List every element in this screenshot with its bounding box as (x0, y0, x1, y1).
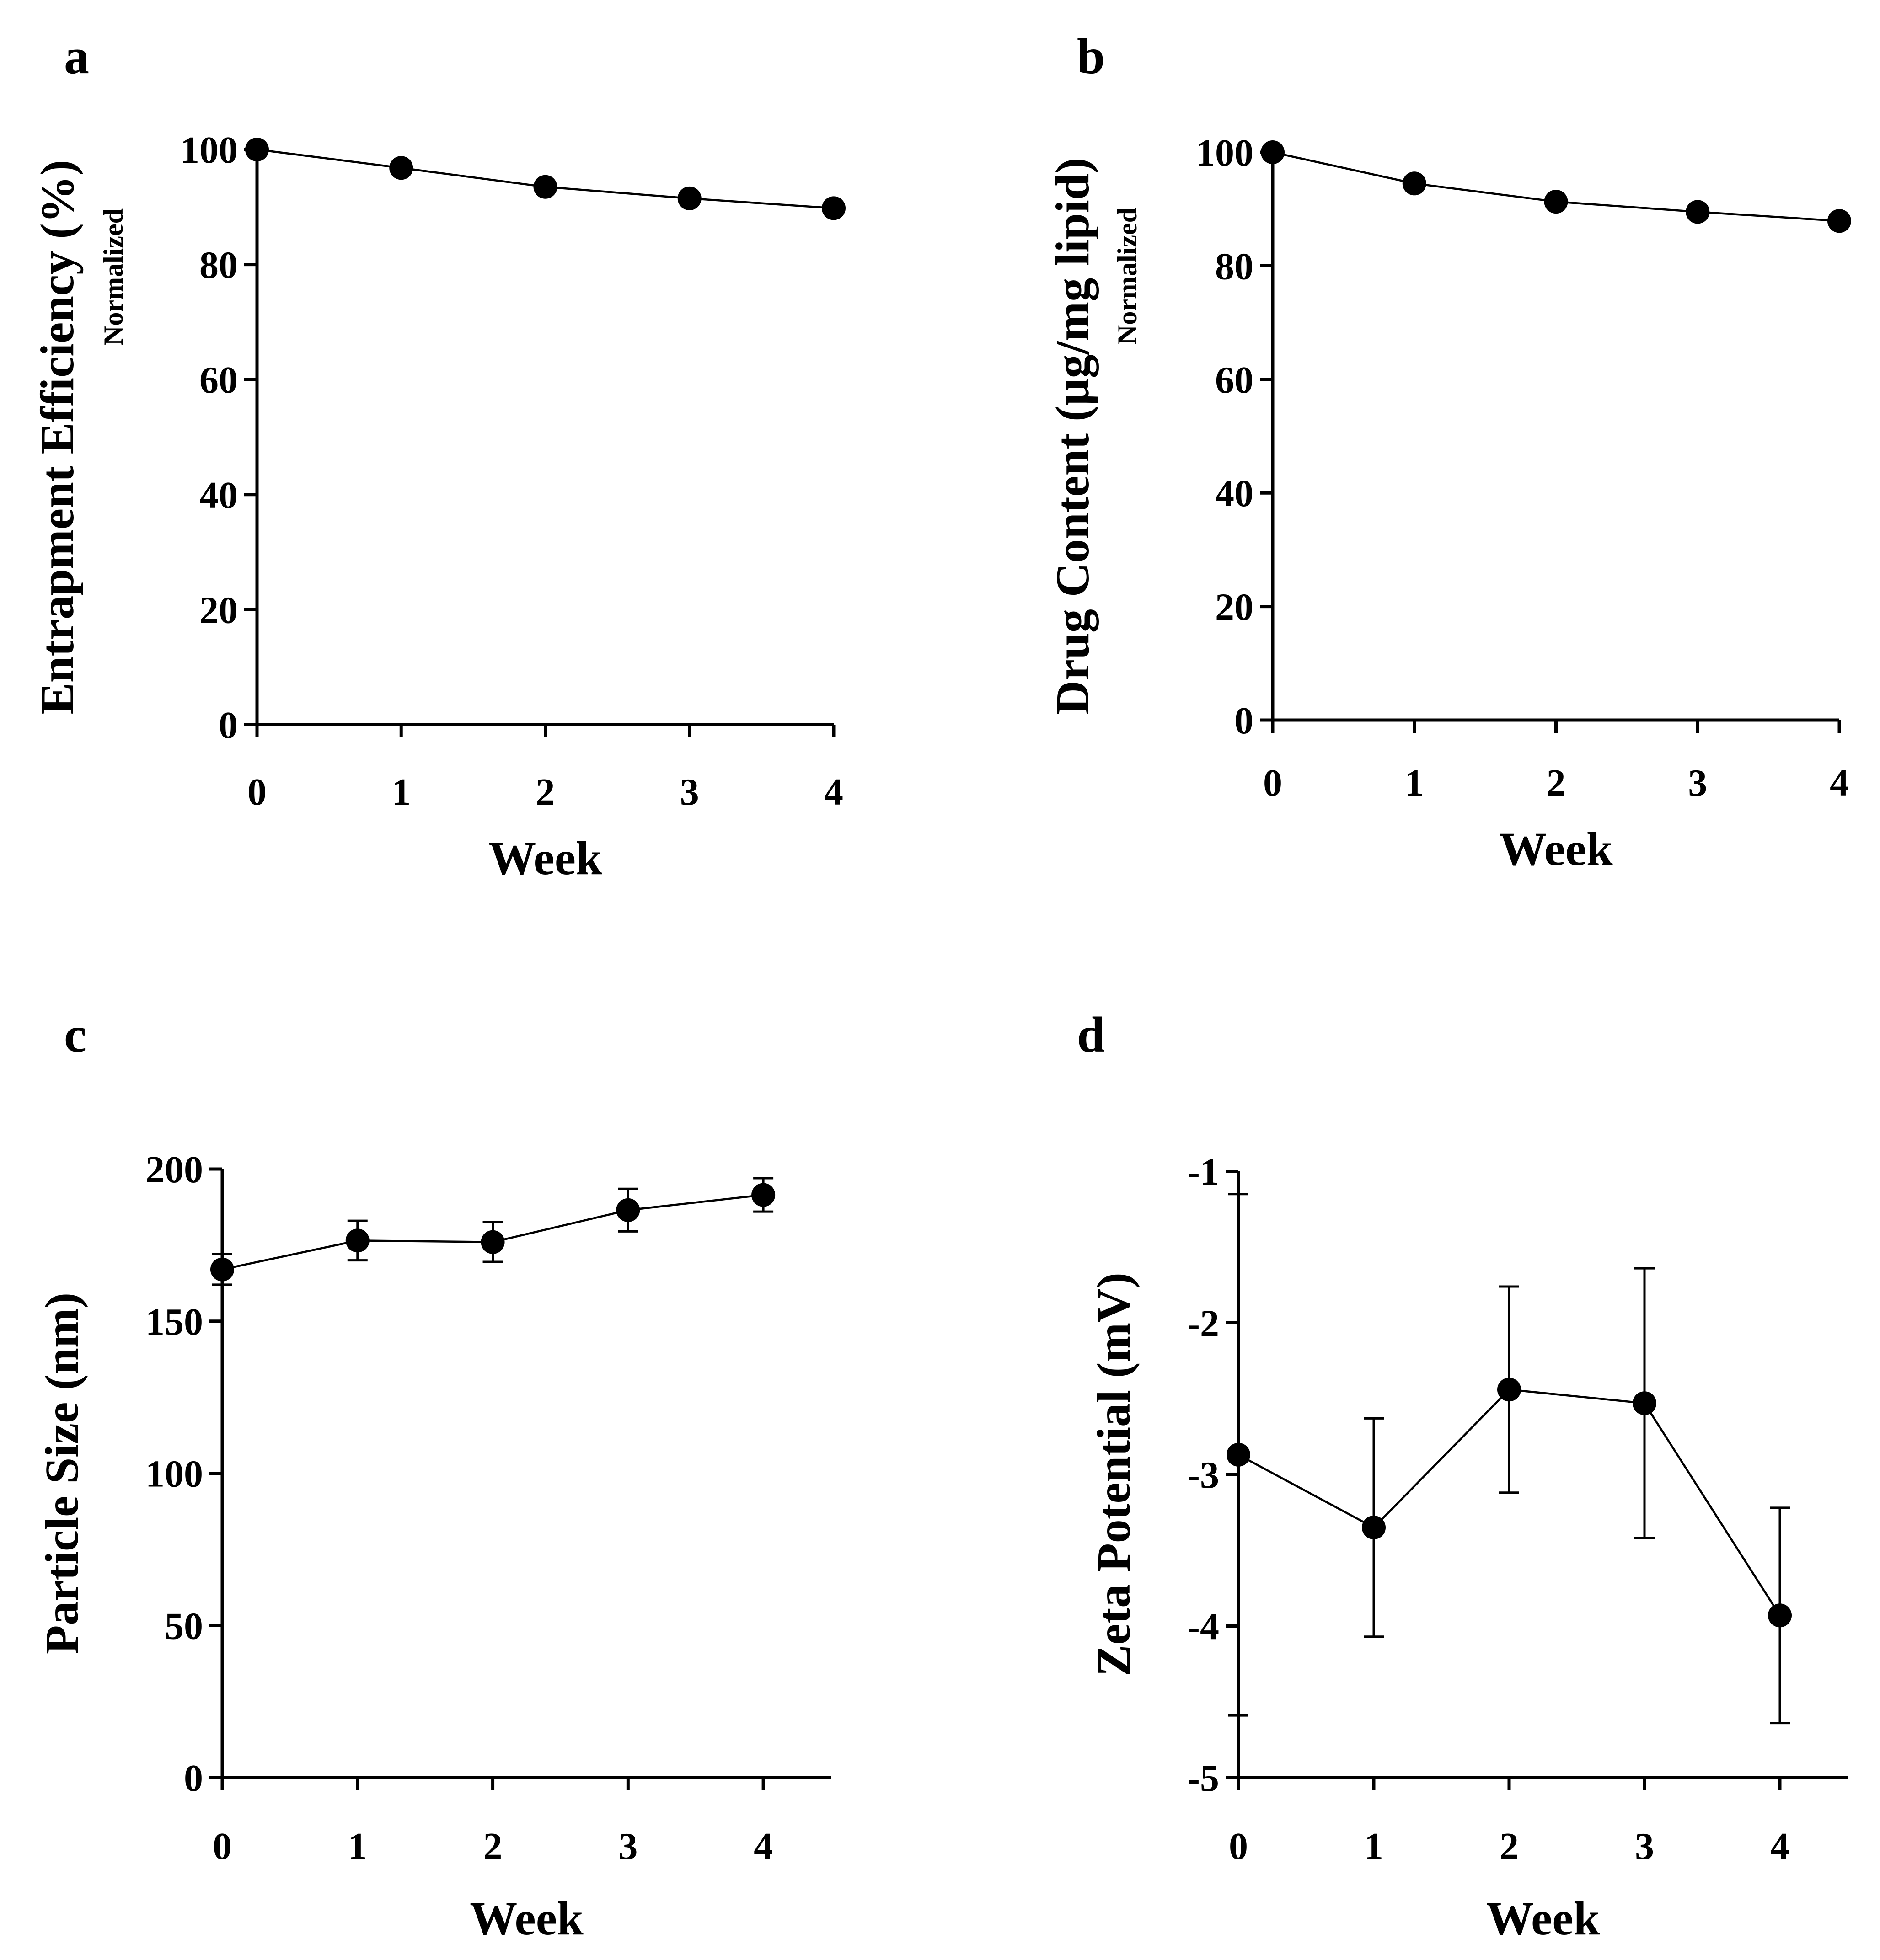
x-tick-label: 0 (247, 771, 267, 813)
y-tick-label: 40 (199, 474, 238, 517)
data-point (1497, 1378, 1521, 1402)
y-axis-title: Entrapment Efficiency (%) (31, 160, 84, 714)
data-point (677, 186, 702, 210)
x-axis-title: Week (1486, 1892, 1600, 1945)
data-point (1402, 171, 1426, 196)
panel-letter: d (1077, 1007, 1105, 1063)
x-axis-title: Week (470, 1892, 584, 1945)
x-tick-label: 3 (680, 771, 699, 813)
y-tick-label: 80 (199, 244, 238, 287)
panel-d: d -5 -4 -3 -2 -1 0 1 2 3 4 Week Zeta Potential (mV) (1077, 1007, 1848, 1945)
x-tick-label: 2 (1500, 1825, 1519, 1868)
x-tick-label: 4 (754, 1825, 773, 1868)
data-point (1633, 1391, 1656, 1415)
panel-b: b 0 20 40 60 80 100 0 1 2 3 4 Week Drug Content (µg/m… (1046, 28, 1851, 876)
y-tick-label: 20 (1215, 586, 1253, 629)
y-tick-label: -2 (1187, 1303, 1219, 1345)
y-axis-title: Drug Content (µg/mg lipid) (1046, 158, 1099, 715)
y-tick-label: 200 (145, 1148, 203, 1191)
x-tick-label: 3 (1688, 762, 1707, 804)
x-tick-label: 4 (1770, 1825, 1789, 1868)
x-tick-label: 2 (1547, 762, 1566, 804)
y-tick-label: -4 (1187, 1606, 1219, 1648)
y-tick-label: 0 (219, 704, 238, 747)
data-point (533, 175, 557, 199)
x-axis-title: Week (488, 832, 602, 885)
y-tick-label: 100 (180, 129, 238, 171)
y-tick-label: 80 (1215, 245, 1253, 288)
y-axis-title: Particle Size (nm) (36, 1292, 88, 1654)
panel-a: a 0 20 40 60 80 100 0 1 2 3 4 Week Entrapment Efficie… (31, 28, 846, 885)
data-point (1362, 1516, 1386, 1540)
y-tick-label: 0 (184, 1757, 203, 1800)
x-axis-title: Week (1499, 823, 1613, 876)
panel-letter: c (64, 1007, 86, 1063)
y-axis-title: Zeta Potential (mV) (1087, 1272, 1140, 1677)
data-point (1686, 200, 1710, 224)
x-tick-label: 4 (1830, 762, 1849, 804)
data-point (751, 1183, 776, 1207)
data-point (210, 1257, 234, 1282)
y-tick-label: -1 (1187, 1151, 1219, 1193)
panel-letter: a (64, 28, 89, 84)
data-point (822, 196, 846, 220)
x-tick-label: 0 (1263, 762, 1282, 804)
y-tick-label: 0 (1234, 700, 1253, 742)
y-tick-label: -5 (1187, 1757, 1219, 1800)
y-tick-label: 150 (145, 1301, 203, 1343)
x-tick-label: 1 (1405, 762, 1424, 804)
y-tick-label: 60 (1215, 359, 1253, 401)
data-point (1261, 140, 1285, 164)
y-tick-label: 50 (165, 1605, 203, 1647)
y-tick-label: 40 (1215, 472, 1253, 515)
y-tick-label: -3 (1187, 1454, 1219, 1496)
data-point (616, 1198, 640, 1222)
x-tick-label: 1 (348, 1825, 367, 1868)
data-point (389, 156, 413, 180)
panel-c: c 0 50 100 150 200 0 1 2 3 4 Week Particle Size (nm) (36, 1007, 831, 1945)
data-point (1827, 209, 1851, 233)
x-tick-label: 0 (1229, 1825, 1248, 1868)
data-point (245, 138, 269, 161)
y-tick-label: 100 (1196, 132, 1253, 174)
data-point (1227, 1442, 1250, 1467)
x-tick-label: 3 (1635, 1825, 1654, 1868)
data-point (1544, 190, 1568, 214)
x-tick-label: 1 (1364, 1825, 1383, 1868)
x-tick-label: 2 (483, 1825, 503, 1868)
y-tick-label: 100 (145, 1453, 203, 1495)
y-tick-label: 20 (199, 589, 238, 631)
x-tick-label: 4 (824, 771, 843, 813)
x-tick-label: 2 (536, 771, 555, 813)
y-axis-subtitle: Normalized (98, 208, 129, 346)
y-axis-subtitle: Normalized (1112, 208, 1142, 345)
x-tick-label: 3 (618, 1825, 637, 1868)
y-tick-label: 60 (199, 359, 238, 401)
data-point (1768, 1603, 1792, 1628)
panel-letter: b (1077, 28, 1105, 84)
data-point (345, 1228, 370, 1253)
data-point (481, 1230, 505, 1254)
x-tick-label: 0 (213, 1825, 232, 1868)
x-tick-label: 1 (391, 771, 411, 813)
